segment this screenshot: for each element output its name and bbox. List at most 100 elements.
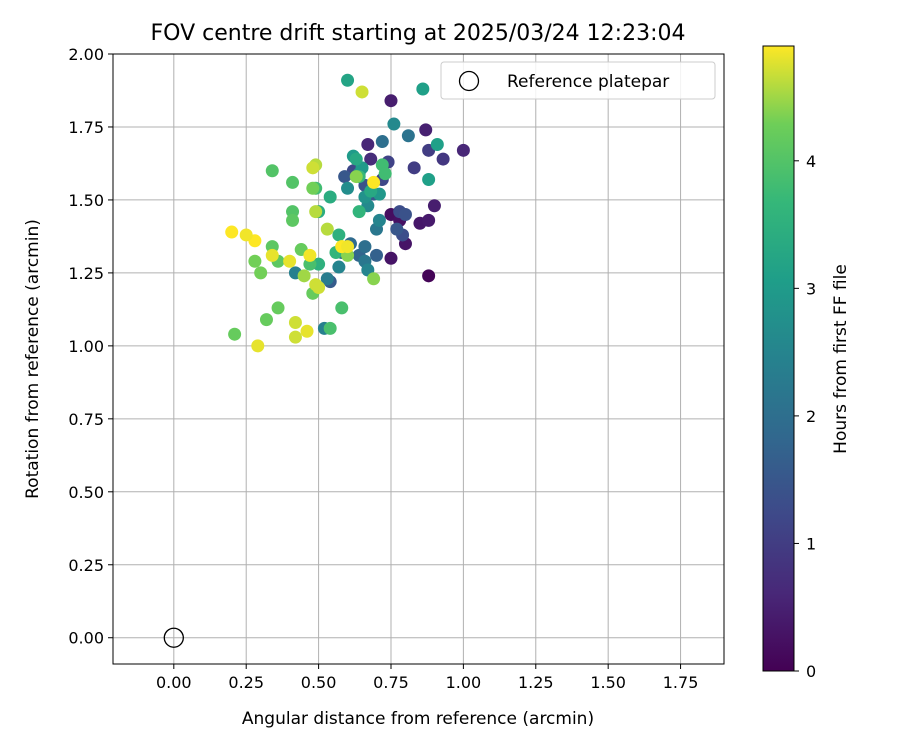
colorbar-tick-label: 1 [806,534,816,553]
data-point [239,228,253,242]
x-tick-label: 0.75 [373,673,409,692]
data-point [430,137,444,151]
data-point [378,167,392,181]
x-axis-label: Angular distance from reference (arcmin) [242,709,594,729]
data-point [367,175,381,189]
colorbar-ticks: 0 1 2 3 4 [794,152,816,681]
data-point [341,181,355,195]
data-point [370,248,384,262]
data-point [341,240,355,254]
data-point [364,152,378,166]
data-point [332,260,346,274]
data-point [422,173,436,187]
legend: Reference platepar [440,61,716,100]
x-tick-label: 0.50 [301,673,337,692]
data-point [248,254,262,268]
data-point [352,205,366,219]
data-point [358,240,372,254]
data-point [297,269,311,283]
data-point [323,321,337,335]
data-point [300,324,314,338]
reference-point-group [163,627,184,648]
data-point [436,152,450,166]
x-tick-label: 1.50 [590,673,626,692]
x-tick-label: 0.00 [156,673,192,692]
legend-entry-reference-platepar: Reference platepar [507,72,669,92]
data-point [398,208,412,222]
data-point [288,330,302,344]
data-point [341,73,355,87]
y-axis-ticks: 0.00 0.25 0.50 0.75 1.00 1.25 1.50 1.75 2.00 [68,45,113,648]
y-tick-label: 0.00 [68,629,104,648]
data-point [427,199,441,213]
data-point [259,313,273,327]
data-point [309,205,323,219]
plot-area [113,54,724,664]
data-point [286,175,300,189]
data-point [251,339,265,353]
data-point [401,129,415,143]
data-point [384,251,398,265]
x-tick-label: 0.25 [228,673,264,692]
reference-platepar-marker [163,627,184,648]
data-point [332,228,346,242]
data-point [456,143,470,157]
data-point [338,170,352,184]
colorbar-tick-label: 0 [806,662,816,681]
data-point [372,213,386,227]
y-tick-label: 0.75 [68,410,104,429]
data-point [422,269,436,283]
colorbar-tick-label: 2 [806,407,816,426]
data-point [303,248,317,262]
x-tick-label: 1.00 [446,673,482,692]
data-point [355,85,369,99]
data-point [283,254,297,268]
data-point [225,225,239,239]
data-point [419,123,433,137]
x-tick-label: 1.25 [518,673,554,692]
y-tick-label: 1.75 [68,118,104,137]
data-point [271,301,285,315]
data-point [306,181,320,195]
data-point [265,164,279,178]
data-point [422,213,436,227]
data-point [265,248,279,262]
x-axis-ticks: 0.00 0.25 0.50 0.75 1.00 1.25 1.50 1.75 [156,664,698,692]
data-point [367,272,381,286]
data-point [306,161,320,175]
data-point [390,222,404,236]
data-point [387,117,401,131]
y-axis-label: Rotation from reference (arcmin) [23,219,43,499]
data-point [228,327,242,341]
data-point [320,272,334,286]
data-point [286,213,300,227]
data-point [407,161,421,175]
legend-marker [458,70,480,92]
colorbar-gradient [762,45,795,672]
legend-box [440,61,716,100]
data-point [323,190,337,204]
data-point [361,137,375,151]
data-point [375,135,389,149]
colorbar-tick-label: 3 [806,279,816,298]
data-point [288,316,302,330]
data-point [349,170,363,184]
data-point [384,94,398,108]
data-points [225,73,470,353]
colorbar-label: Hours from first FF file [831,264,851,454]
plot-frame [112,53,725,665]
data-point [320,222,334,236]
y-tick-label: 1.50 [68,191,104,210]
data-point [335,301,349,315]
y-tick-label: 1.25 [68,264,104,283]
data-point [416,82,430,96]
y-tick-label: 2.00 [68,45,104,64]
colorbar: 0 1 2 3 4 Hours from first FF file [762,45,851,681]
colorbar-tick-label: 4 [806,152,816,171]
data-point [312,280,326,294]
y-tick-label: 0.25 [68,556,104,575]
y-tick-label: 0.50 [68,483,104,502]
x-tick-label: 1.75 [663,673,699,692]
y-tick-label: 1.00 [68,337,104,356]
